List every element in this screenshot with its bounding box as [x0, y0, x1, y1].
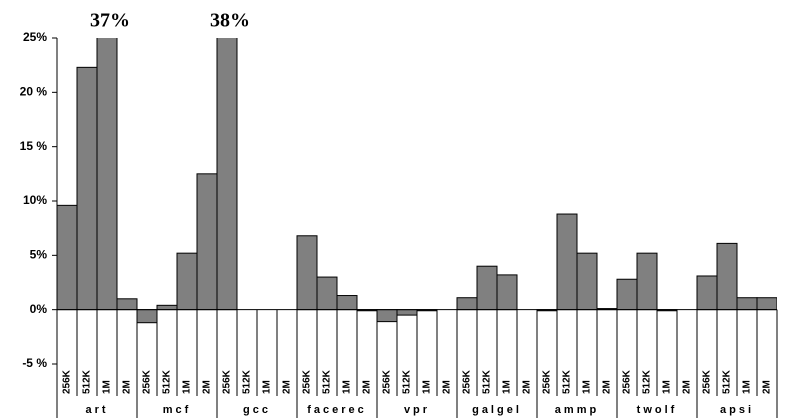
x-sub-label: 512K [322, 369, 333, 394]
x-group-label: twolf [637, 404, 678, 416]
x-sub-label: 1M [182, 380, 193, 394]
x-group-label: ammp [555, 404, 599, 416]
bar [756, 297, 777, 311]
x-group-label: mcf [163, 404, 192, 416]
x-sub-label: 512K [722, 369, 733, 394]
x-sub-label: 256K [462, 369, 473, 394]
bar [156, 304, 178, 311]
x-sub-label: 256K [62, 369, 73, 394]
x-group-label: galgel [472, 404, 522, 416]
x-group-label: apsi [720, 404, 754, 416]
bar [116, 298, 138, 311]
x-sub-label: 1M [582, 380, 593, 394]
bar [396, 309, 418, 316]
bar [296, 235, 318, 311]
x-sub-label: 1M [342, 380, 353, 394]
y-tick-label: -5 % [22, 356, 47, 370]
x-sub-label: 256K [702, 369, 713, 394]
bar [616, 278, 638, 311]
x-sub-label: 1M [422, 380, 433, 394]
bar [376, 309, 398, 323]
bar [136, 309, 158, 324]
bar [476, 265, 498, 311]
y-tick-label: 15 % [20, 139, 48, 153]
x-group-label: gcc [243, 404, 271, 416]
bar [556, 213, 578, 311]
x-sub-label: 2M [122, 380, 133, 394]
x-sub-label: 1M [742, 380, 753, 394]
y-tick-label: 10% [23, 193, 47, 207]
x-sub-label: 256K [622, 369, 633, 394]
bar [696, 275, 718, 311]
bar [176, 252, 198, 311]
x-sub-label: 256K [302, 369, 313, 394]
x-sub-label: 2M [762, 380, 773, 394]
bar [76, 66, 98, 311]
x-sub-label: 2M [442, 380, 453, 394]
bar [456, 297, 478, 311]
x-sub-label: 512K [242, 369, 253, 394]
bar [496, 274, 518, 311]
bar [576, 252, 598, 311]
y-tick-label: 20 % [20, 85, 48, 99]
x-sub-label: 2M [362, 380, 373, 394]
x-group-label: vpr [404, 404, 430, 416]
bar [216, 38, 238, 311]
x-sub-label: 512K [482, 369, 493, 394]
x-sub-label: 512K [162, 369, 173, 394]
x-sub-label: 256K [542, 369, 553, 394]
bar [336, 295, 358, 311]
x-sub-label: 2M [282, 380, 293, 394]
x-sub-label: 1M [262, 380, 273, 394]
bar [736, 297, 758, 311]
value-label: 37% [90, 10, 130, 32]
x-sub-label: 256K [142, 369, 153, 394]
bar [196, 173, 218, 311]
x-sub-label: 512K [562, 369, 573, 394]
x-sub-label: 256K [382, 369, 393, 394]
x-sub-label: 2M [202, 380, 213, 394]
x-sub-label: 2M [602, 380, 613, 394]
bar [57, 204, 78, 311]
x-sub-label: 1M [102, 380, 113, 394]
x-group-label: art [85, 404, 108, 416]
x-sub-label: 1M [662, 380, 673, 394]
x-group-label: facerec [307, 404, 367, 416]
value-label: 38% [210, 10, 250, 32]
bar [636, 252, 658, 311]
x-sub-label: 512K [82, 369, 93, 394]
bar-layer [57, 38, 777, 324]
x-sub-label: 512K [642, 369, 653, 394]
bar [96, 38, 118, 311]
x-sub-label: 2M [682, 380, 693, 394]
x-sub-label: 512K [402, 369, 413, 394]
y-tick-label: 5% [30, 248, 48, 262]
x-sub-label: 1M [502, 380, 513, 394]
x-sub-label: 2M [522, 380, 533, 394]
x-sub-label: 256K [222, 369, 233, 394]
y-tick-label: 25% [23, 30, 47, 44]
bar [316, 276, 338, 311]
y-tick-label: 0% [30, 302, 48, 316]
bar [716, 242, 738, 311]
